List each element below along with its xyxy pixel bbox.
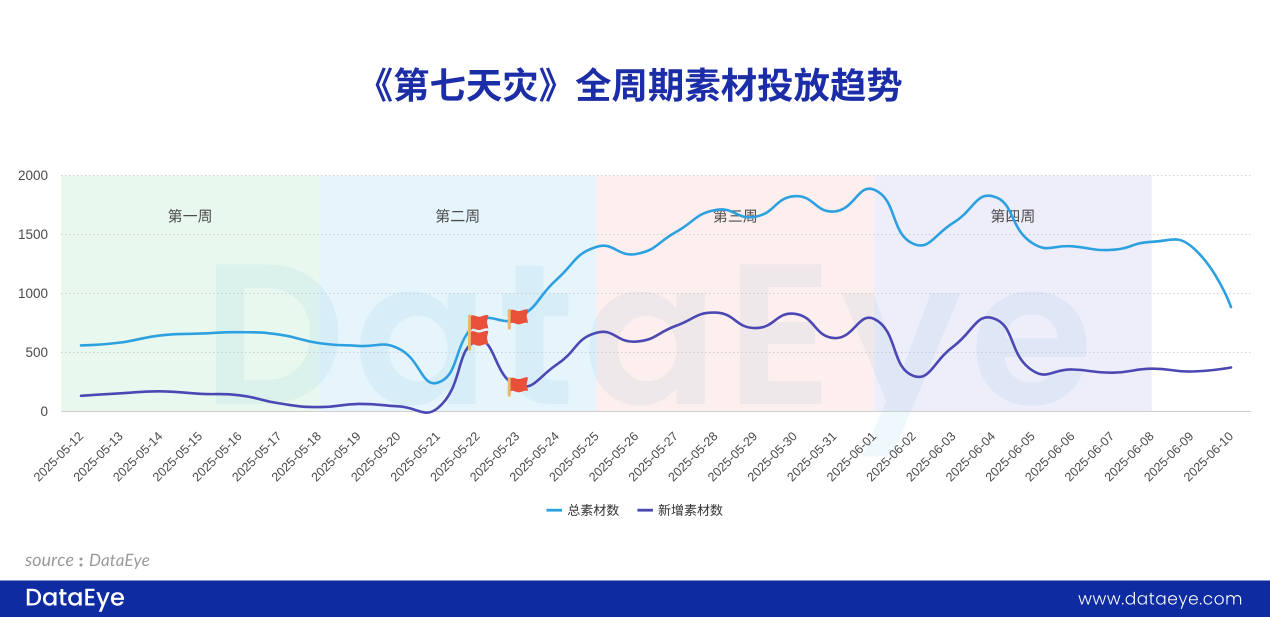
svg-text:1000: 1000: [18, 286, 48, 301]
svg-text:500: 500: [25, 345, 48, 360]
svg-text:0: 0: [40, 404, 48, 419]
svg-text:2000: 2000: [18, 168, 48, 183]
svg-text:1500: 1500: [18, 227, 48, 242]
